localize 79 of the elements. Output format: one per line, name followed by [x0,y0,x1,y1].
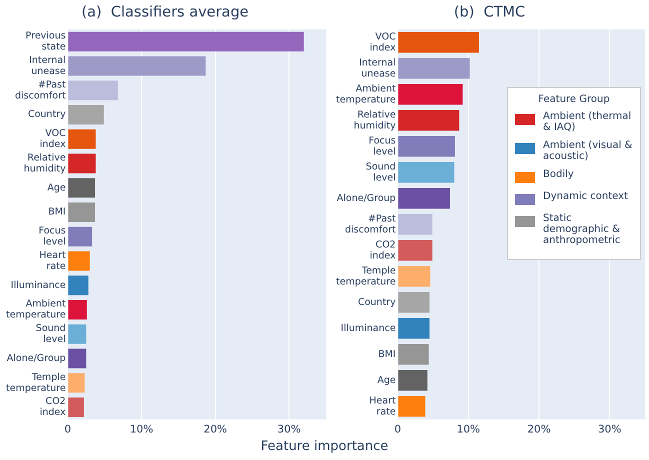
x-tick-label: 20% [204,423,227,436]
bar [68,324,86,344]
bar [68,397,84,417]
bar [398,318,430,339]
y-tick-label: Focus level [368,135,396,158]
y-tick-label: CO2 index [40,396,66,418]
bar [68,276,88,296]
bar [398,292,430,313]
bar [68,373,85,393]
bar [398,240,432,261]
x-tick-label: 20% [527,423,551,436]
x-tick-label: 10% [130,423,154,436]
bar [398,58,470,79]
bar [68,226,92,246]
x-tick-label: 30% [598,423,622,436]
bar [68,348,86,368]
bar [398,214,432,235]
x-tick-label: 0 [64,423,72,436]
legend-label: Dynamic context [543,191,628,202]
legend-label: Ambient (thermal & IAQ) [543,111,632,134]
bar [398,344,429,365]
y-tick-label: Age [47,182,66,194]
legend-label: Static demographic & anthropometric [543,213,622,246]
x-tick-label: 10% [456,423,480,436]
bar [68,32,304,52]
y-tick-label: Alone/Group [6,352,66,364]
y-tick-label: Sound level [36,323,66,346]
bar [68,56,206,76]
bar [398,110,460,131]
y-tick-label: VOC index [370,31,396,54]
legend-label: Ambient (visual & acoustic) [543,140,634,162]
y-tick-label: Previous state [26,30,66,53]
x-tick-label: 0 [394,423,402,436]
x-tick-label: 30% [277,423,301,436]
bar [398,396,426,417]
y-tick-label: Ambient temperature [6,298,66,321]
y-tick-label: VOC index [40,128,66,150]
y-tick-label: Country [358,296,396,308]
y-tick-label: Relative humidity [24,152,66,174]
y-tick-label: Ambient temperature [336,83,396,106]
y-tick-label: BMI [48,206,66,218]
bar [68,300,87,320]
x-axis-title: Feature importance [260,439,390,454]
bar [398,32,479,53]
bar [68,104,104,124]
y-tick-label: Country [28,109,66,120]
bar [68,202,96,222]
bar [398,84,463,105]
y-tick-label: Internal unease [359,57,396,80]
y-tick-label: Age [377,374,396,386]
y-tick-label: Temple temperature [336,265,396,288]
y-tick-label: Alone/Group [336,192,396,204]
y-tick-label: Heart rate [39,250,66,272]
legend-label: Bodily [543,169,574,180]
bar [398,266,430,287]
y-tick-label: Illuminance [10,280,66,291]
chart-title: (a) Classifiers average [81,4,249,20]
y-tick-label: Illuminance [340,322,396,334]
bar [68,154,96,174]
y-tick-label: Heart rate [369,395,396,418]
y-tick-label: Sound level [366,161,396,184]
y-tick-label: Internal unease [29,54,66,77]
y-tick-label: Relative humidity [354,109,396,132]
legend-title: Feature Group [537,94,611,106]
bar [68,178,96,198]
y-tick-label: #Past discomfort [15,79,66,102]
y-tick-label: Focus level [38,226,66,248]
bar [398,188,450,209]
bar [398,136,455,157]
chart-title: (b) CTMC [454,4,526,20]
bar [68,80,118,100]
bar [398,162,454,183]
bar [68,129,96,149]
y-tick-label: BMI [378,348,396,360]
y-tick-label: Temple temperature [6,372,66,394]
bar [68,251,90,271]
y-tick-label: #Past discomfort [345,213,396,236]
bar [398,370,428,391]
y-tick-label: CO2 index [370,239,396,262]
